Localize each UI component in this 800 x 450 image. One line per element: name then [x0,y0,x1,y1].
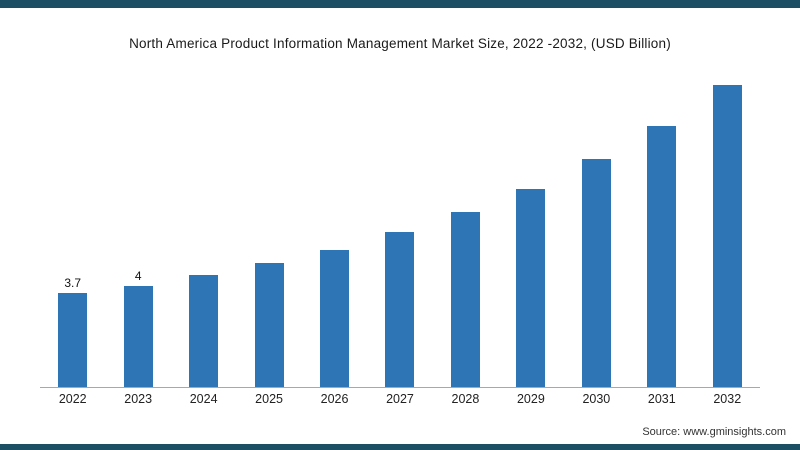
top-accent-strip [0,0,800,8]
source-site: www.gminsights.com [683,426,786,438]
bar-group: 4 [109,269,167,387]
x-axis-label: 2032 [713,392,742,406]
bar-group [567,158,625,387]
chart-title: North America Product Information Manage… [129,36,671,51]
bar-group [502,189,560,387]
x-axis-label: 2025 [255,392,283,406]
bar-group [240,262,298,387]
bar-group [698,85,756,387]
bottom-accent-strip [0,444,800,450]
bar-value-label: 4 [134,268,142,283]
bar [58,293,88,387]
bar-group [371,232,429,387]
bar [123,285,153,387]
x-axis-label: 2022 [58,392,87,406]
x-axis-label: 2028 [451,392,480,406]
source-label: Source: [642,426,681,438]
bar [450,212,480,387]
source-line: Source: www.gminsights.com [642,426,786,438]
plot-area: 3.7 4 [40,70,760,388]
bar-group [633,125,691,387]
bar [516,189,546,387]
x-axis-label: 2029 [516,392,545,406]
bar-group: 3.7 [44,276,102,387]
bar [320,250,350,387]
bar-value-label: 3.7 [64,276,82,291]
x-axis-label: 2031 [647,392,676,406]
bar [581,158,611,387]
bar-group [436,212,494,387]
x-axis-labels: 2022 2023 2024 2025 2026 2027 2028 2029 2030 2031… [40,392,760,406]
bar [647,125,677,387]
bar-group [306,250,364,387]
bar-group [175,275,233,387]
bar [385,232,415,387]
x-axis-label: 2023 [124,392,153,406]
bar [712,85,742,387]
x-axis-label: 2027 [386,392,414,406]
bar [189,275,219,387]
x-axis-label: 2030 [582,392,611,406]
bar [254,262,284,387]
x-axis-label: 2024 [189,392,218,406]
x-axis-label: 2026 [320,392,349,406]
